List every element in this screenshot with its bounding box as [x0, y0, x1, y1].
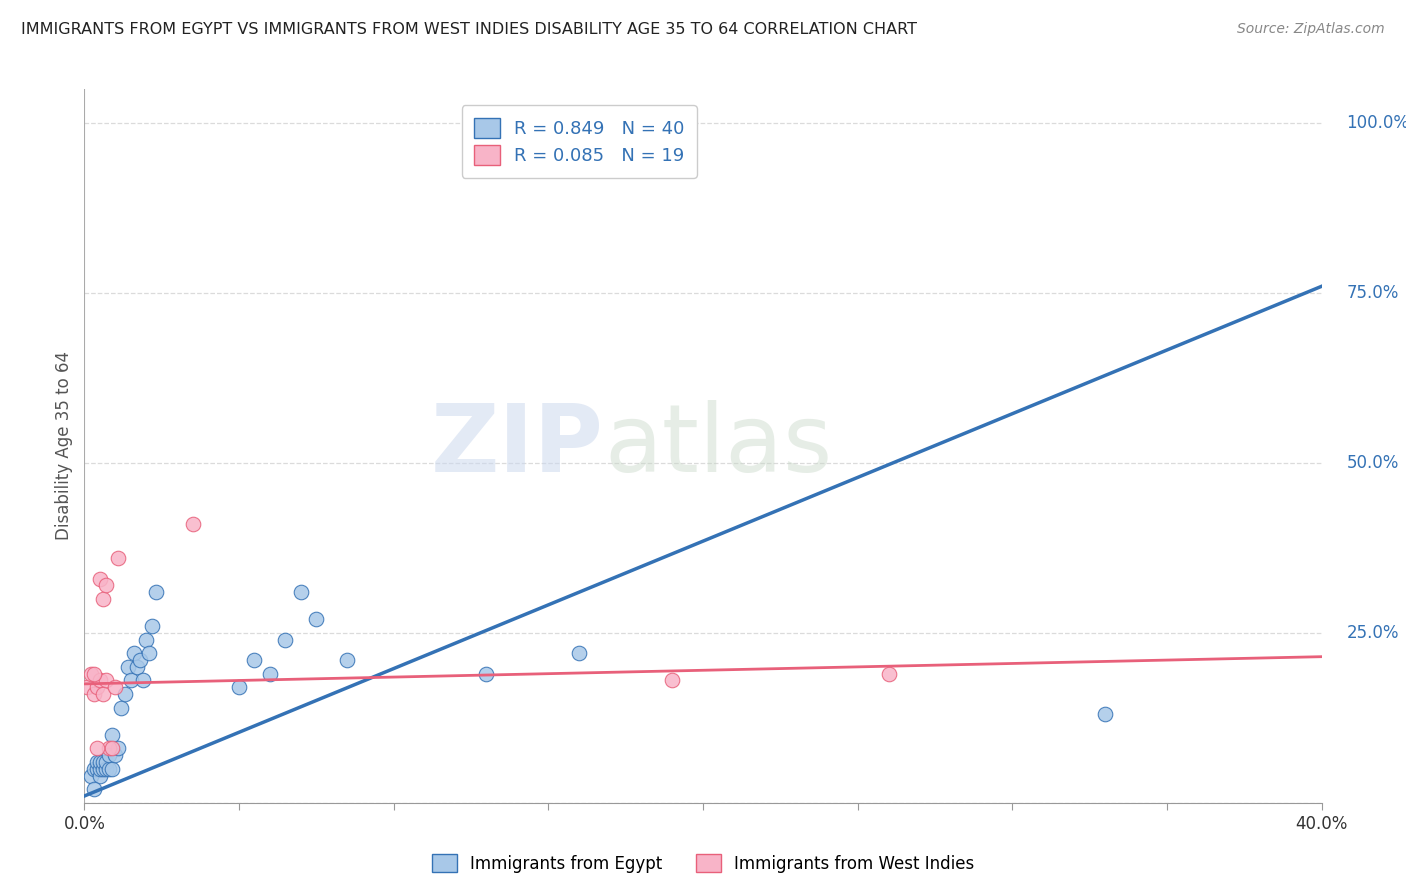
Point: [290, 585, 312, 599]
Point: [336, 653, 359, 667]
Text: 75.0%: 75.0%: [1347, 284, 1399, 302]
Point: [107, 551, 129, 566]
Point: [83, 666, 105, 681]
Point: [79, 666, 101, 681]
Point: [101, 728, 124, 742]
Point: [274, 632, 297, 647]
Point: [132, 673, 155, 688]
Point: [120, 673, 142, 688]
Y-axis label: Disability Age 35 to 64: Disability Age 35 to 64: [55, 351, 73, 541]
Point: [104, 680, 127, 694]
Legend: Immigrants from Egypt, Immigrants from West Indies: Immigrants from Egypt, Immigrants from W…: [425, 847, 981, 880]
Point: [228, 680, 250, 694]
Point: [661, 673, 683, 688]
Point: [243, 653, 266, 667]
Point: [129, 653, 152, 667]
Point: [138, 646, 160, 660]
Point: [91, 591, 114, 606]
Point: [104, 748, 127, 763]
Point: [145, 585, 167, 599]
Point: [568, 646, 591, 660]
Point: [305, 612, 328, 626]
Point: [94, 673, 117, 688]
Point: [94, 755, 117, 769]
Text: atlas: atlas: [605, 400, 832, 492]
Text: Source: ZipAtlas.com: Source: ZipAtlas.com: [1237, 22, 1385, 37]
Point: [475, 666, 498, 681]
Point: [101, 741, 124, 756]
Point: [76, 680, 98, 694]
Text: 100.0%: 100.0%: [1347, 114, 1406, 132]
Point: [877, 666, 900, 681]
Point: [86, 680, 108, 694]
Legend: R = 0.849   N = 40, R = 0.085   N = 19: R = 0.849 N = 40, R = 0.085 N = 19: [461, 105, 697, 178]
Point: [125, 660, 148, 674]
Point: [181, 517, 204, 532]
Point: [86, 755, 108, 769]
Point: [98, 748, 121, 763]
Point: [110, 700, 132, 714]
Point: [91, 687, 114, 701]
Point: [83, 782, 105, 797]
Point: [117, 660, 139, 674]
Point: [141, 619, 163, 633]
Point: [83, 762, 105, 776]
Point: [114, 687, 136, 701]
Point: [86, 762, 108, 776]
Point: [98, 762, 121, 776]
Point: [89, 572, 111, 586]
Point: [91, 755, 114, 769]
Text: 25.0%: 25.0%: [1347, 624, 1399, 642]
Point: [122, 646, 145, 660]
Point: [107, 741, 129, 756]
Text: ZIP: ZIP: [432, 400, 605, 492]
Point: [89, 769, 111, 783]
Point: [101, 762, 124, 776]
Point: [1094, 707, 1116, 722]
Point: [135, 632, 157, 647]
Point: [91, 762, 114, 776]
Point: [94, 578, 117, 592]
Point: [79, 769, 101, 783]
Point: [259, 666, 281, 681]
Point: [89, 673, 111, 688]
Point: [94, 762, 117, 776]
Point: [98, 741, 121, 756]
Text: IMMIGRANTS FROM EGYPT VS IMMIGRANTS FROM WEST INDIES DISABILITY AGE 35 TO 64 COR: IMMIGRANTS FROM EGYPT VS IMMIGRANTS FROM…: [21, 22, 917, 37]
Point: [89, 762, 111, 776]
Point: [83, 687, 105, 701]
Point: [89, 755, 111, 769]
Text: 50.0%: 50.0%: [1347, 454, 1399, 472]
Point: [86, 741, 108, 756]
